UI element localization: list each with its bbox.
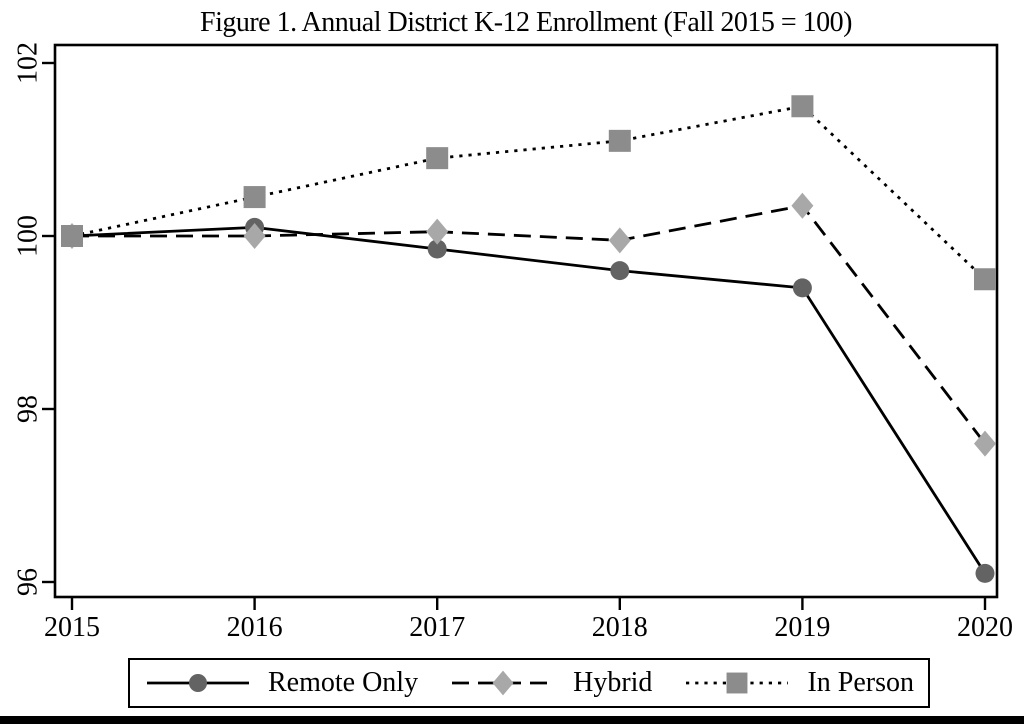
diamond-marker bbox=[426, 218, 449, 245]
square-marker bbox=[243, 186, 266, 209]
legend-sample-solid bbox=[147, 673, 249, 693]
x-tick-label: 2016 bbox=[227, 612, 283, 643]
legend-sample-dotted bbox=[686, 672, 789, 694]
diamond-marker bbox=[791, 192, 814, 219]
y-tick-label: 100 bbox=[13, 215, 44, 257]
legend-item-in-person: In Person bbox=[683, 667, 914, 699]
diamond-marker bbox=[243, 223, 266, 249]
y-tick-label: 102 bbox=[13, 42, 44, 84]
chart-title: Figure 1. Annual District K-12 Enrollmen… bbox=[200, 7, 853, 38]
x-tick-label: 2020 bbox=[957, 612, 1013, 643]
legend-label: In Person bbox=[807, 667, 914, 698]
circle-marker bbox=[610, 261, 630, 281]
legend-item-hybrid: Hybrid bbox=[449, 667, 652, 699]
legend-sample-dashed bbox=[452, 670, 555, 696]
circle-marker bbox=[427, 239, 447, 259]
square-marker bbox=[61, 225, 83, 247]
circle-marker bbox=[792, 278, 812, 298]
diamond-marker bbox=[974, 430, 996, 457]
legend-label: Remote Only bbox=[268, 667, 419, 698]
y-tick-label: 96 bbox=[13, 568, 44, 596]
x-tick-label: 2019 bbox=[774, 612, 830, 643]
series-line-hybrid bbox=[72, 204, 987, 445]
y-tick-label: 98 bbox=[13, 395, 44, 423]
circle-marker bbox=[188, 673, 208, 693]
square-marker bbox=[727, 672, 748, 694]
x-tick-label: 2015 bbox=[44, 612, 100, 643]
diamond-marker bbox=[608, 227, 631, 254]
series-line-in-person bbox=[71, 104, 986, 281]
x-tick-label: 2018 bbox=[592, 612, 648, 643]
chart-legend: Remote Only Hybrid In Person bbox=[128, 658, 930, 708]
diamond-marker bbox=[492, 670, 514, 696]
legend-label: Hybrid bbox=[573, 667, 653, 698]
legend-item-remote-only: Remote Only bbox=[144, 667, 418, 699]
x-tick-label: 2017 bbox=[409, 612, 465, 643]
circle-marker bbox=[975, 563, 995, 583]
square-marker bbox=[791, 95, 814, 118]
plot-border bbox=[53, 43, 999, 599]
square-marker bbox=[974, 268, 996, 291]
square-marker bbox=[608, 129, 631, 152]
series-line-remote-only bbox=[71, 225, 987, 575]
window-bottom-edge bbox=[0, 716, 1024, 724]
square-marker bbox=[426, 147, 449, 170]
